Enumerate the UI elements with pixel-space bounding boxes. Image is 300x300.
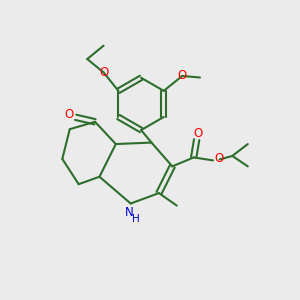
Text: O: O [214,152,224,165]
Text: O: O [64,108,74,122]
Text: O: O [99,66,108,79]
Text: O: O [193,127,203,140]
Text: O: O [178,70,187,83]
Text: H: H [132,214,140,224]
Text: N: N [125,206,134,219]
